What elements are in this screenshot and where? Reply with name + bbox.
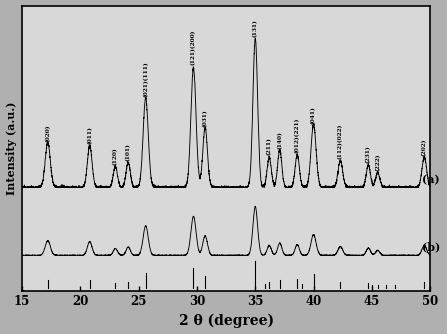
Text: (202): (202) xyxy=(422,138,427,156)
Text: (131): (131) xyxy=(253,19,258,37)
Text: (101): (101) xyxy=(126,144,131,161)
Text: (211): (211) xyxy=(267,138,272,155)
Text: (021)(111): (021)(111) xyxy=(143,61,148,97)
X-axis label: 2 θ (degree): 2 θ (degree) xyxy=(178,314,274,328)
Text: (012)(221): (012)(221) xyxy=(295,118,300,153)
Text: (031): (031) xyxy=(202,109,208,127)
Y-axis label: Intensity (a.u.): Intensity (a.u.) xyxy=(5,102,17,195)
Text: (a): (a) xyxy=(422,174,439,185)
Text: (020): (020) xyxy=(45,125,51,142)
Text: (b): (b) xyxy=(422,242,440,253)
Text: (120): (120) xyxy=(113,148,118,165)
Text: (112)(022): (112)(022) xyxy=(338,123,343,159)
Text: (121)(200): (121)(200) xyxy=(191,30,196,65)
Text: (011): (011) xyxy=(87,126,92,144)
Text: (231): (231) xyxy=(366,145,371,163)
Text: (041): (041) xyxy=(311,107,316,124)
Text: (140): (140) xyxy=(277,131,283,149)
Text: (222): (222) xyxy=(375,153,380,171)
